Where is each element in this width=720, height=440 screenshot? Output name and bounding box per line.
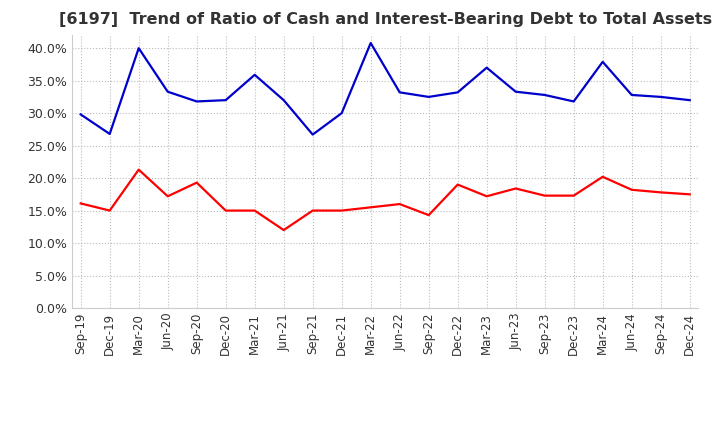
- Interest-Bearing Debt: [338, 110, 346, 116]
- Line: Cash: Cash: [81, 170, 690, 230]
- Line: Interest-Bearing Debt: Interest-Bearing Debt: [81, 43, 690, 135]
- Cash: [454, 182, 462, 187]
- Cash: [657, 190, 665, 195]
- Cash: [192, 180, 201, 185]
- Cash: [163, 194, 172, 199]
- Cash: [541, 193, 549, 198]
- Cash: [627, 187, 636, 192]
- Interest-Bearing Debt: [657, 94, 665, 99]
- Cash: [76, 201, 85, 206]
- Cash: [424, 213, 433, 218]
- Interest-Bearing Debt: [192, 99, 201, 104]
- Interest-Bearing Debt: [685, 98, 694, 103]
- Interest-Bearing Debt: [598, 59, 607, 65]
- Interest-Bearing Debt: [221, 98, 230, 103]
- Cash: [279, 227, 288, 233]
- Interest-Bearing Debt: [308, 132, 317, 137]
- Interest-Bearing Debt: [511, 89, 520, 94]
- Cash: [105, 208, 114, 213]
- Cash: [598, 174, 607, 180]
- Cash: [482, 194, 491, 199]
- Cash: [338, 208, 346, 213]
- Interest-Bearing Debt: [454, 90, 462, 95]
- Cash: [511, 186, 520, 191]
- Cash: [251, 208, 259, 213]
- Interest-Bearing Debt: [395, 90, 404, 95]
- Legend: Cash, Interest-Bearing Debt: Cash, Interest-Bearing Debt: [235, 436, 536, 440]
- Interest-Bearing Debt: [279, 98, 288, 103]
- Cash: [570, 193, 578, 198]
- Interest-Bearing Debt: [541, 92, 549, 98]
- Cash: [366, 205, 375, 210]
- Cash: [135, 167, 143, 172]
- Cash: [395, 202, 404, 207]
- Interest-Bearing Debt: [105, 131, 114, 136]
- Interest-Bearing Debt: [424, 94, 433, 99]
- Cash: [685, 192, 694, 197]
- Cash: [221, 208, 230, 213]
- Cash: [308, 208, 317, 213]
- Interest-Bearing Debt: [251, 72, 259, 77]
- Interest-Bearing Debt: [135, 46, 143, 51]
- Interest-Bearing Debt: [76, 112, 85, 117]
- Interest-Bearing Debt: [570, 99, 578, 104]
- Interest-Bearing Debt: [482, 65, 491, 70]
- Interest-Bearing Debt: [627, 92, 636, 98]
- Title: [6197]  Trend of Ratio of Cash and Interest-Bearing Debt to Total Assets: [6197] Trend of Ratio of Cash and Intere…: [58, 12, 712, 27]
- Interest-Bearing Debt: [163, 89, 172, 94]
- Interest-Bearing Debt: [366, 40, 375, 46]
